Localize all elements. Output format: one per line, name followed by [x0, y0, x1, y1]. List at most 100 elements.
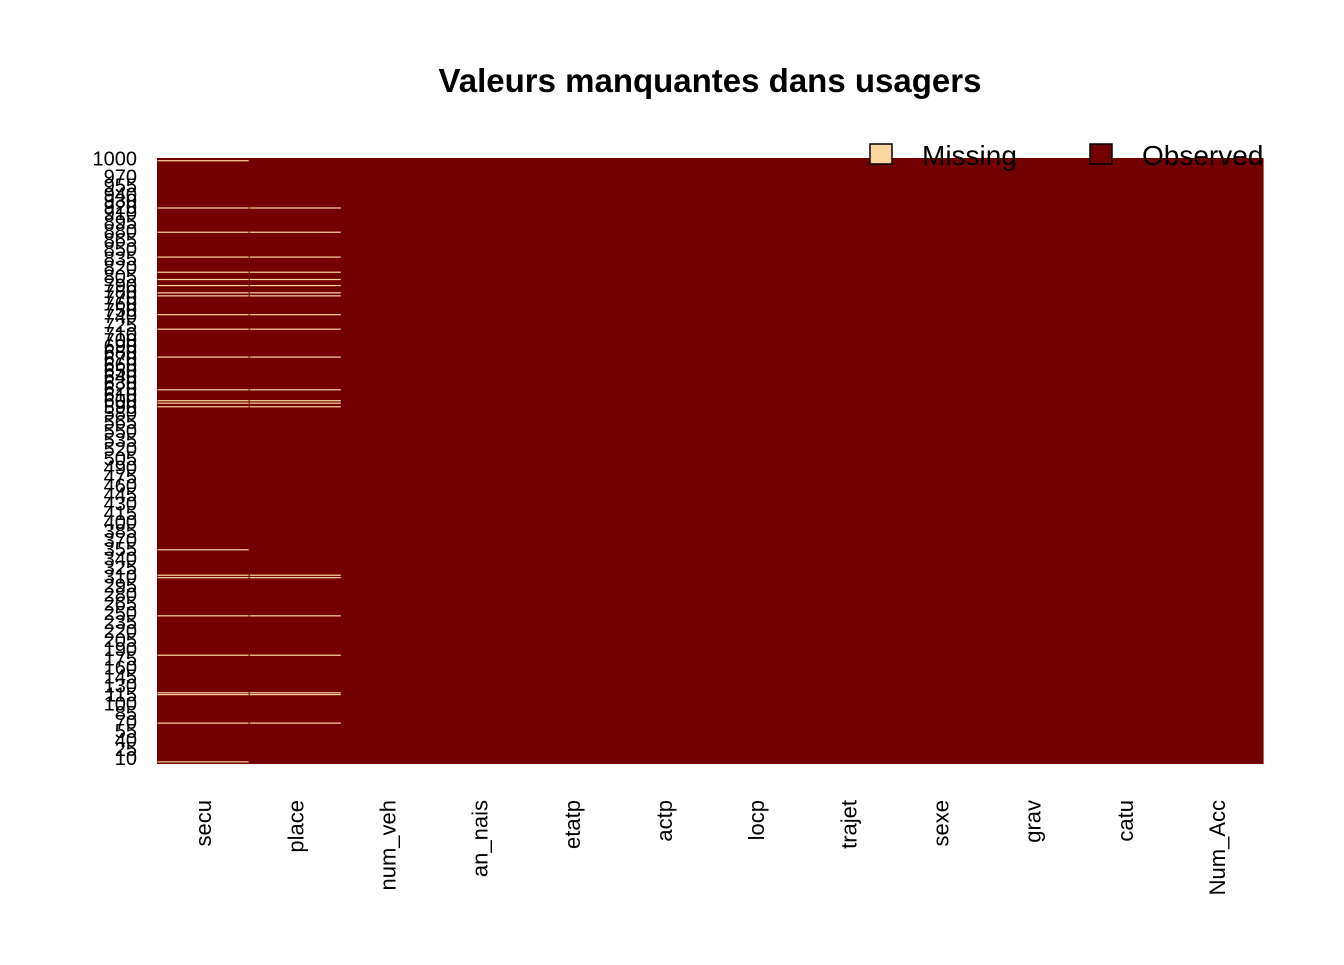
y-tick-label: 610 — [104, 385, 137, 407]
y-tick-label: 600 — [104, 391, 137, 413]
column-grav — [986, 158, 1080, 764]
missing-cell — [157, 549, 249, 551]
y-tick-label: 190 — [104, 639, 137, 661]
y-tick-label: 175 — [104, 648, 137, 670]
x-tick-label: an_nais — [468, 800, 493, 877]
column-an-nais — [433, 158, 527, 764]
y-tick-label: 835 — [104, 248, 137, 270]
legend-label-observed: Observed — [1142, 140, 1263, 171]
y-tick-label: 640 — [104, 366, 137, 388]
y-tick-label: 590 — [104, 397, 137, 419]
y-tick-label: 850 — [104, 239, 137, 261]
missing-cell — [157, 295, 249, 297]
missing-cell — [249, 256, 341, 258]
y-tick-label: 385 — [104, 521, 137, 543]
y-tick-label: 650 — [104, 360, 137, 382]
missing-cell — [249, 402, 341, 404]
y-tick-label: 780 — [104, 282, 137, 304]
y-tick-label: 630 — [104, 373, 137, 395]
y-tick-label: 620 — [104, 379, 137, 401]
x-tick-label: secu — [191, 800, 216, 846]
y-tick-label: 680 — [104, 342, 137, 364]
missing-cell — [157, 654, 249, 656]
y-tick-label: 700 — [104, 330, 137, 352]
missing-cell — [157, 722, 249, 724]
y-tick-label: 535 — [104, 430, 137, 452]
missing-cell — [157, 292, 249, 294]
x-tick-label: grav — [1021, 800, 1046, 843]
y-tick-label: 370 — [104, 530, 137, 552]
y-tick-label: 920 — [104, 197, 137, 219]
x-axis-ticks: secu place num_veh an_nais etatp actp locp traj… — [191, 800, 1230, 895]
y-tick-label: 725 — [104, 315, 137, 337]
missing-cell — [249, 389, 341, 391]
y-tick-label: 505 — [104, 448, 137, 470]
missing-cell — [249, 692, 341, 694]
missing-cell — [157, 356, 249, 358]
legend-label-missing: Missing — [922, 140, 1017, 171]
y-tick-label: 355 — [104, 539, 137, 561]
y-tick-label: 750 — [104, 300, 137, 322]
y-tick-label: 220 — [104, 621, 137, 643]
y-tick-label: 520 — [104, 439, 137, 461]
missing-cell — [157, 406, 249, 408]
x-tick-label: actp — [652, 800, 677, 842]
missing-cell — [249, 284, 341, 287]
y-tick-label: 235 — [104, 612, 137, 634]
missing-cell — [249, 406, 341, 408]
y-tick-label: 670 — [104, 348, 137, 370]
y-tick-label: 490 — [104, 457, 137, 479]
x-tick-label: num_veh — [375, 800, 400, 891]
x-tick-label: Num_Acc — [1205, 800, 1230, 895]
missing-cell — [157, 692, 249, 694]
missing-cell — [157, 615, 249, 617]
y-tick-label: 265 — [104, 594, 137, 616]
x-tick-label: trajet — [836, 800, 861, 849]
x-tick-label: sexe — [928, 800, 953, 846]
missing-cell — [157, 694, 249, 696]
y-tick-label: 565 — [104, 412, 137, 434]
missing-cell — [157, 256, 249, 258]
y-tick-label: 295 — [104, 576, 137, 598]
missing-cell — [249, 207, 341, 209]
y-tick-label: 115 — [105, 685, 137, 707]
y-tick-label: 430 — [104, 494, 137, 516]
missing-cell — [249, 722, 341, 724]
x-tick-label: catu — [1113, 800, 1138, 842]
y-tick-label: 415 — [104, 503, 137, 525]
missing-cell — [157, 207, 249, 209]
y-tick-label: 760 — [104, 294, 137, 316]
y-tick-label: 205 — [104, 630, 137, 652]
y-tick-label: 145 — [104, 666, 137, 688]
y-tick-label: 10 — [115, 748, 137, 770]
heatmap-layer — [157, 158, 1264, 764]
missing-cell — [249, 615, 341, 617]
legend-swatch-observed — [1089, 143, 1113, 165]
y-axis-ticks: 1000970955940930920910895880865850835820… — [93, 148, 138, 770]
missing-cell — [249, 292, 341, 294]
missing-cell — [157, 314, 249, 316]
missing-cell — [249, 231, 341, 233]
missing-cell — [249, 694, 341, 696]
y-tick-label: 55 — [115, 721, 137, 743]
missing-cell — [157, 160, 249, 162]
column-trajet — [802, 158, 895, 764]
y-tick-label: 930 — [104, 191, 137, 213]
y-tick-label: 690 — [104, 336, 137, 358]
missing-cell — [249, 271, 341, 273]
missing-cell — [249, 654, 341, 656]
missing-cell — [249, 577, 341, 579]
missing-cell — [249, 328, 341, 330]
column-locp — [710, 158, 803, 764]
y-tick-label: 310 — [104, 566, 137, 588]
missing-cell — [157, 400, 249, 402]
column-catu — [1078, 158, 1172, 764]
y-tick-label: 1000 — [93, 148, 138, 170]
y-tick-label: 805 — [104, 266, 137, 288]
y-tick-label: 160 — [104, 657, 137, 679]
y-tick-label: 660 — [104, 354, 137, 376]
y-tick-label: 70 — [115, 712, 137, 734]
y-tick-label: 580 — [104, 403, 137, 425]
